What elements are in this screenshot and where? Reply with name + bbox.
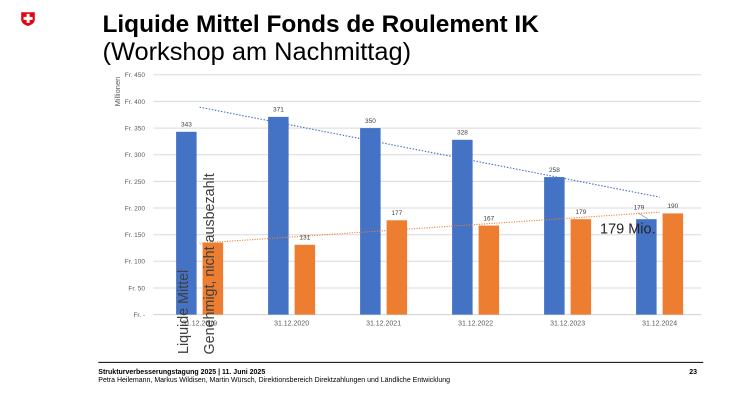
svg-text:Fr. -: Fr. - [133,312,145,319]
svg-text:179: 179 [634,205,645,212]
svg-text:23: 23 [689,369,697,376]
svg-text:Fr. 300: Fr. 300 [125,152,146,159]
svg-text:31.12.2023: 31.12.2023 [550,321,585,328]
svg-text:328: 328 [457,130,468,137]
svg-text:343: 343 [181,122,192,129]
svg-text:Liquide Mittel: Liquide Mittel [176,270,192,354]
svg-text:Fr. 150: Fr. 150 [125,232,146,239]
svg-text:31.12.2019: 31.12.2019 [182,321,217,328]
svg-text:190: 190 [667,203,678,210]
svg-text:31.12.2022: 31.12.2022 [458,321,493,328]
svg-text:Genehmigt, nicht ausbezahlt: Genehmigt, nicht ausbezahlt [202,173,218,354]
svg-text:Fr. 400: Fr. 400 [125,99,146,106]
svg-text:179: 179 [575,209,586,216]
svg-text:371: 371 [273,107,284,114]
svg-text:131: 131 [299,235,310,242]
svg-text:Fr. 350: Fr. 350 [125,126,146,133]
svg-text:Strukturverbesserungstagung 20: Strukturverbesserungstagung 2025 | 11. J… [98,369,265,376]
svg-text:Millionen: Millionen [113,77,122,107]
svg-text:177: 177 [391,210,402,217]
svg-text:Fr. 250: Fr. 250 [125,179,146,186]
svg-text:31.12.2020: 31.12.2020 [274,321,309,328]
svg-text:350: 350 [365,118,376,125]
svg-text:179 Mio.: 179 Mio. [600,222,656,238]
svg-text:31.12.2021: 31.12.2021 [366,321,401,328]
svg-text:31.12.2024: 31.12.2024 [642,321,677,328]
svg-text:Fr. 50: Fr. 50 [128,285,145,292]
svg-text:167: 167 [483,215,494,222]
svg-text:Fr. 200: Fr. 200 [125,205,146,212]
svg-text:Fr. 100: Fr. 100 [125,259,146,266]
svg-text:Fr. 450: Fr. 450 [125,72,146,79]
svg-text:Petra Heilemann, Markus Wildis: Petra Heilemann, Markus Wildisen, Martin… [98,377,450,384]
svg-text:258: 258 [549,167,560,174]
